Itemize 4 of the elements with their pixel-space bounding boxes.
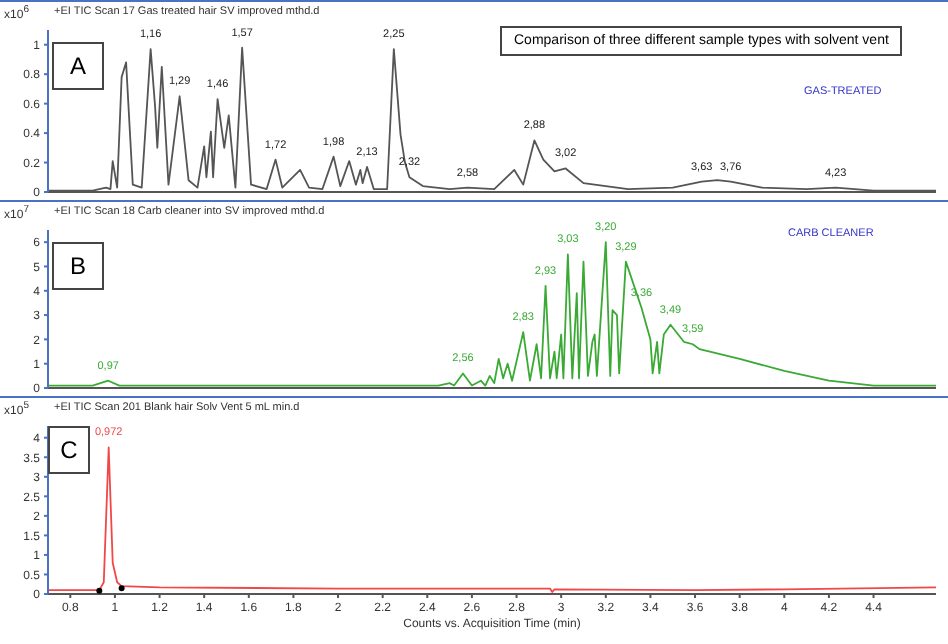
annotation: A [69, 52, 86, 80]
annotation: C [60, 436, 78, 464]
annotation: B [69, 252, 86, 280]
line-series [48, 241, 936, 387]
